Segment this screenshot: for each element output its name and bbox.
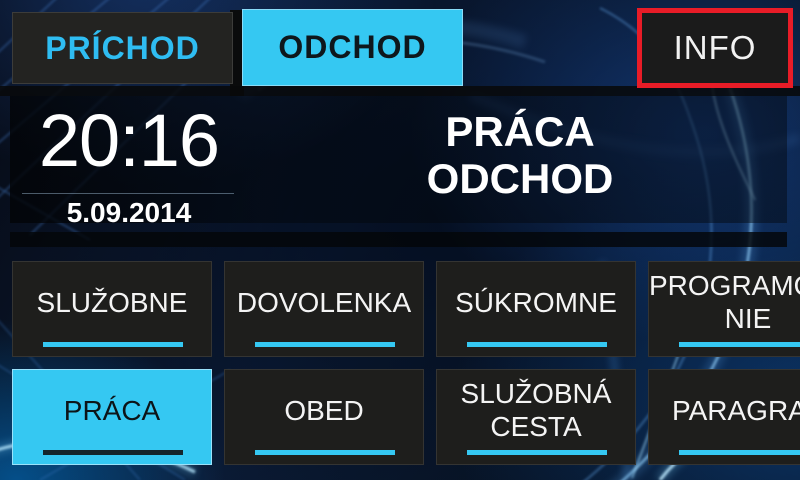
grid-button-label: PRÁCA — [63, 394, 161, 426]
horizontal-divider-bar — [10, 232, 787, 247]
status-message: PRÁCA ODCHOD — [426, 108, 614, 202]
tab-odchod[interactable]: ODCHOD — [242, 9, 463, 86]
grid-button-label: SLUŽOBNÁ CESTA — [460, 378, 612, 442]
button-underline — [679, 450, 800, 455]
tab-separator — [230, 10, 244, 96]
clock-status-panel: 20:16 5.09.2014 PRÁCA ODCHOD — [10, 96, 787, 228]
grid-button-sukromne[interactable]: SÚKROMNE — [436, 261, 636, 357]
grid-button-label: PARAGRAF — [672, 394, 800, 426]
button-underline — [255, 450, 395, 455]
grid-button-dovolenka[interactable]: DOVOLENKA — [224, 261, 424, 357]
button-underline — [467, 450, 607, 455]
button-underline — [255, 342, 395, 347]
clock-date: 5.09.2014 — [66, 197, 192, 228]
grid-button-praca[interactable]: PRÁCA — [12, 369, 212, 465]
info-button-label: INFO — [673, 29, 757, 66]
grid-button-label: OBED — [284, 394, 364, 426]
grid-button-label: SLUŽOBNE — [36, 286, 188, 318]
grid-button-label: DOVOLENKA — [236, 286, 412, 318]
grid-button-paragraf[interactable]: PARAGRAF — [648, 369, 800, 465]
grid-button-programovanie[interactable]: PROGRAMOVA NIE — [648, 261, 800, 357]
button-underline — [43, 450, 183, 455]
clock-time: 20:16 — [38, 99, 220, 182]
button-underline — [679, 342, 800, 347]
grid-button-obed[interactable]: OBED — [224, 369, 424, 465]
info-button[interactable]: INFO — [637, 8, 793, 88]
topbar-shadow — [0, 86, 800, 96]
button-underline — [43, 342, 183, 347]
tab-prichod[interactable]: PRÍCHOD — [12, 12, 233, 84]
grid-button-sluzobna-cesta[interactable]: SLUŽOBNÁ CESTA — [436, 369, 636, 465]
grid-button-label: PROGRAMOVA NIE — [649, 270, 800, 334]
clock-divider-line — [22, 193, 234, 194]
grid-button-label: SÚKROMNE — [455, 286, 617, 318]
button-underline — [467, 342, 607, 347]
tab-odchod-label: ODCHOD — [278, 29, 427, 65]
tab-prichod-label: PRÍCHOD — [45, 29, 200, 66]
grid-button-sluzobne[interactable]: SLUŽOBNE — [12, 261, 212, 357]
